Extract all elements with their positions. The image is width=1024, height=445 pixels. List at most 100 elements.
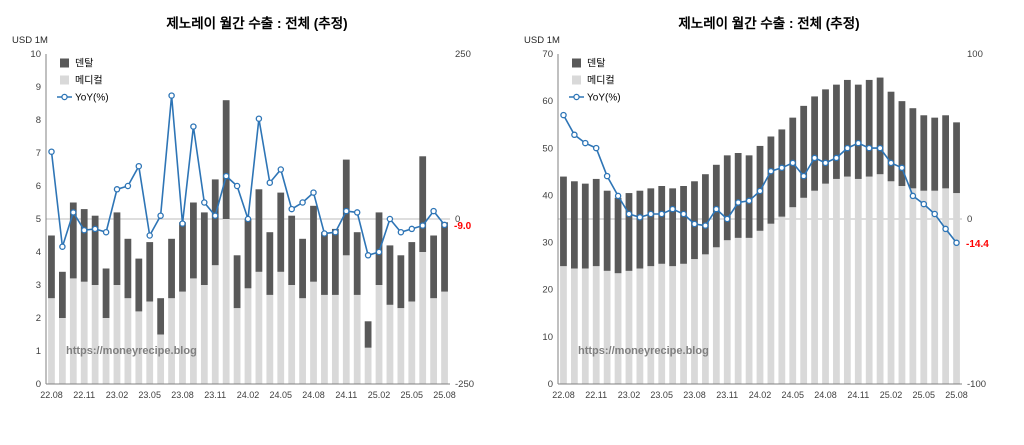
yoy-marker	[59, 243, 66, 250]
yoy-marker	[102, 228, 110, 236]
x-tick-label: 25.08	[433, 390, 456, 400]
bar-segment	[244, 219, 252, 289]
yoy-marker	[179, 220, 186, 227]
bar-segment	[691, 181, 698, 260]
yoy-marker	[953, 239, 960, 247]
yoy-marker	[266, 179, 274, 186]
yoy-marker	[767, 167, 775, 175]
axis-unit-label: USD 1M	[524, 35, 560, 46]
bar-segment	[91, 285, 99, 384]
bar-segment	[179, 222, 186, 292]
yoy-marker	[146, 232, 153, 239]
yoy-marker	[898, 164, 906, 172]
legend-swatch	[572, 75, 581, 85]
yoy-marker	[691, 220, 698, 228]
y-left-tick-label: 8	[36, 115, 41, 126]
watermark: https://moneyrecipe.blog	[66, 345, 197, 357]
y-right-tick-label: 100	[967, 49, 983, 60]
yoy-marker	[211, 212, 219, 219]
yoy-marker	[778, 164, 786, 172]
axis-unit-label: USD 1M	[12, 35, 48, 46]
yoy-marker	[255, 115, 263, 122]
bar-segment	[811, 190, 818, 384]
yoy-marker	[702, 222, 709, 229]
bar-segment	[58, 271, 66, 318]
yoy-marker	[91, 225, 99, 233]
yoy-marker	[70, 209, 77, 216]
bar-segment	[603, 190, 611, 271]
yoy-marker	[636, 214, 644, 221]
bar-segment	[69, 278, 77, 384]
bar-segment	[680, 186, 687, 264]
bar-segment	[833, 84, 840, 179]
yoy-marker	[756, 187, 764, 195]
y-right-tick-label: 0	[455, 214, 460, 225]
yoy-marker	[789, 159, 797, 167]
y-left-tick-label: 6	[36, 181, 41, 192]
bar-segment	[168, 298, 175, 384]
x-tick-label: 24.08	[814, 390, 837, 400]
bar-segment	[560, 266, 567, 384]
chart-title: 제노레이 월간 수출 : 전체 (추정)	[678, 16, 860, 31]
bar-segment	[211, 265, 219, 384]
page: 제노레이 월간 수출 : 전체 (추정) 0 1 2 3 4 5 6 7 8 9 10 250 0 -25…	[12, 16, 989, 400]
bar-segment	[953, 193, 960, 384]
bar-segment	[342, 159, 350, 256]
bar-segment	[658, 186, 666, 264]
bar-segment	[353, 232, 361, 295]
x-tick-label: 25.08	[945, 390, 968, 400]
bar-segment	[920, 190, 928, 384]
bar-segment	[441, 222, 448, 292]
yoy-marker	[135, 162, 143, 170]
bar-segment	[157, 298, 165, 335]
bar-segment	[80, 209, 88, 282]
bar-segment	[342, 255, 350, 384]
bar-segment	[222, 100, 230, 219]
bar-segment	[179, 291, 186, 384]
bar-segment	[953, 122, 960, 194]
yoy-marker	[560, 111, 567, 119]
bar-segment	[570, 268, 578, 384]
x-tick-label: 22.11	[73, 390, 95, 400]
bar-segment	[364, 321, 372, 348]
legend-label: 메디컬	[75, 74, 103, 87]
yoy-marker	[855, 139, 862, 147]
bar-segment	[48, 298, 55, 384]
bar-segment	[124, 298, 132, 384]
bar-segment	[244, 288, 252, 384]
bar-segment	[745, 155, 753, 238]
bar-segment	[266, 294, 274, 384]
bar-segment	[310, 205, 317, 282]
bar-segment	[647, 266, 655, 384]
bar-segment	[200, 285, 208, 384]
bar-segment	[909, 108, 917, 189]
bar-segment	[800, 105, 808, 198]
x-tick-label: 25.02	[880, 390, 903, 400]
bar-segment	[430, 298, 438, 384]
x-tick-label: 22.08	[40, 390, 63, 400]
bar-segment	[581, 268, 589, 384]
x-tick-label: 23.11	[204, 390, 226, 400]
x-tick-label: 22.11	[585, 390, 607, 400]
bar-segment	[91, 215, 99, 285]
bar-segment	[113, 212, 121, 285]
yoy-marker	[332, 228, 339, 236]
x-tick-label: 23.02	[618, 390, 641, 400]
bar-segment	[419, 252, 427, 384]
y-left-tick-label: 50	[542, 143, 553, 154]
bar-segment	[887, 91, 895, 182]
bar-segment	[942, 115, 950, 189]
bar-segment	[592, 266, 600, 384]
yoy-marker	[310, 189, 317, 196]
bar-segment	[898, 101, 906, 186]
bar-segment	[375, 212, 383, 285]
bar-segment	[408, 301, 416, 384]
bar-segment	[157, 334, 165, 384]
y-left-tick-label: 40	[542, 190, 553, 201]
x-tick-label: 24.11	[335, 390, 357, 400]
yoy-marker	[887, 159, 895, 167]
bar-segment	[321, 232, 328, 295]
y-left-tick-label: 0	[548, 379, 553, 390]
bar-segment	[767, 136, 775, 224]
bar-segment	[288, 285, 296, 384]
